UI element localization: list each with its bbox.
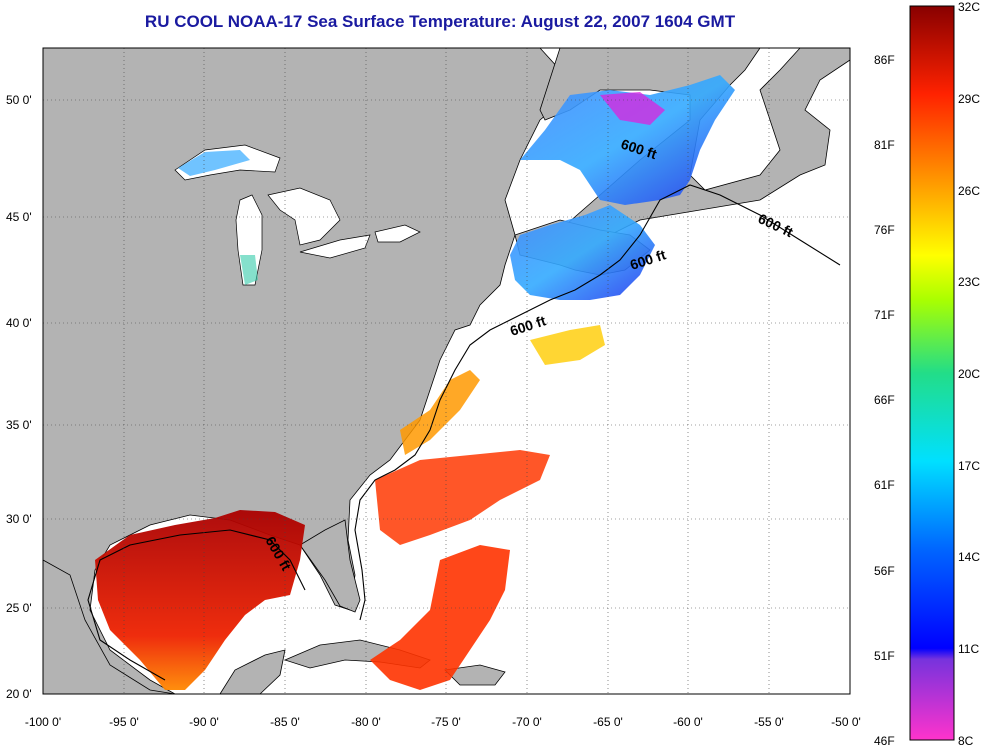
sst-gulf-of-maine [510, 205, 655, 300]
land-hispaniola [444, 664, 506, 686]
colorbar-c-label: 8C [958, 734, 974, 748]
colorbar-f-label: 51F [874, 649, 895, 663]
colorbar-c-label: 26C [958, 184, 980, 198]
colorbar-f-label: 56F [874, 564, 895, 578]
lon-tick: -85 0' [270, 715, 300, 729]
lake-erie [299, 234, 371, 259]
sst-st-lawrence [520, 75, 735, 205]
sst-carolinas [400, 370, 480, 455]
lat-tick: 35 0' [6, 418, 32, 432]
sst-michigan-tint [240, 255, 258, 285]
colorbar-c-label: 14C [958, 550, 980, 564]
lon-tick: -95 0' [109, 715, 139, 729]
sst-atlantic-south [375, 450, 550, 545]
lon-tick: -65 0' [593, 715, 623, 729]
colorbar-f-label: 86F [874, 53, 895, 67]
sst-bahamas [370, 545, 510, 690]
lat-tick: 25 0' [6, 601, 32, 615]
colorbar-c-label: 32C [958, 0, 980, 14]
lat-tick: 20 0' [6, 687, 32, 701]
lat-tick: 45 0' [6, 210, 32, 224]
colorbar-f-label: 66F [874, 393, 895, 407]
sst-great-lakes-tint [178, 150, 250, 176]
lat-tick: 30 0' [6, 512, 32, 526]
colorbar-c-label: 29C [958, 92, 980, 106]
colorbar-c-label: 11C [958, 642, 979, 656]
map-frame [42, 47, 851, 695]
colorbar-f-label: 81F [874, 138, 895, 152]
lon-tick: -100 0' [25, 715, 61, 729]
lon-tick: -90 0' [189, 715, 219, 729]
lon-tick: -75 0' [431, 715, 461, 729]
colorbar-f-label: 71F [874, 308, 895, 322]
colorbar-f-label: 46F [874, 734, 895, 748]
colorbar-gradient [909, 5, 955, 741]
sst-magenta-patch [600, 92, 665, 125]
isobath-600ft [354, 184, 841, 621]
sst-gulf-of-mexico [95, 510, 305, 690]
colorbar-c-label: 17C [958, 459, 980, 473]
colorbar-f-label: 76F [874, 223, 895, 237]
colorbar-c-label: 20C [958, 367, 980, 381]
graticule [43, 48, 850, 694]
lon-axis: -100 0' -95 0' -90 0' -85 0' -80 0' -75 … [25, 715, 861, 729]
sst-mid-atlantic [530, 325, 605, 365]
map-title: RU COOL NOAA-17 Sea Surface Temperature:… [144, 12, 736, 31]
lake-ontario [374, 224, 421, 243]
lon-tick: -60 0' [673, 715, 703, 729]
lon-tick: -50 0' [831, 715, 861, 729]
lon-tick: -70 0' [512, 715, 542, 729]
land-florida [299, 519, 361, 613]
lat-axis: 50 0' 45 0' 40 0' 35 0' 30 0' 25 0' 20 0… [6, 93, 32, 701]
lake-huron [267, 187, 341, 246]
lat-tick: 50 0' [6, 93, 32, 107]
colorbar-f-label: 61F [874, 478, 895, 492]
lat-tick: 40 0' [6, 316, 32, 330]
lon-tick: -80 0' [351, 715, 381, 729]
colorbar-c-label: 23C [958, 275, 980, 289]
colorbar: 86F 81F 76F 71F 66F 61F 56F 51F 46F 32C … [874, 0, 980, 748]
lon-tick: -55 0' [754, 715, 784, 729]
isobath-600ft-gulf [87, 529, 306, 681]
